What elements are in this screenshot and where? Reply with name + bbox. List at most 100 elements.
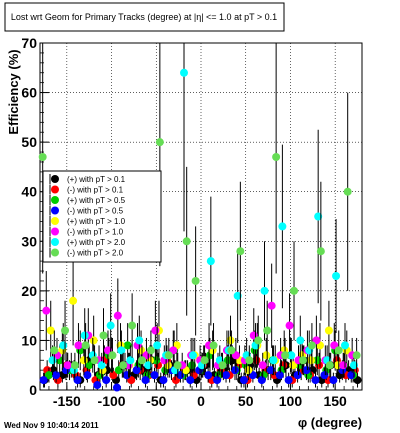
- data-point: [182, 237, 191, 246]
- data-point: [89, 336, 98, 345]
- legend-marker: [51, 227, 59, 236]
- y-tick-label: 10: [21, 332, 37, 348]
- x-tick-label: 100: [279, 393, 303, 409]
- legend-label: (+) with pT > 0.1: [67, 175, 126, 184]
- data-point: [69, 296, 78, 305]
- y-axis-ticks: 0 10 20 30 40 50 60 70: [21, 35, 49, 398]
- data-point: [117, 346, 126, 355]
- legend-label: (+) with pT > 2.0: [67, 238, 126, 247]
- data-point: [153, 341, 162, 350]
- legend-marker: [51, 217, 59, 225]
- x-tick-label: -150: [53, 393, 81, 409]
- data-point: [106, 321, 115, 330]
- data-point: [349, 361, 358, 370]
- data-point: [298, 356, 307, 365]
- data-point: [93, 381, 102, 390]
- data-point: [269, 356, 278, 365]
- data-point: [278, 222, 287, 231]
- legend-label: (-) with pT > 1.0: [67, 228, 124, 237]
- data-point: [126, 356, 135, 365]
- legend-box: [42, 170, 162, 263]
- data-point: [287, 351, 296, 360]
- data-point: [81, 341, 90, 350]
- data-point: [112, 383, 121, 392]
- y-tick-label: 20: [21, 283, 37, 299]
- data-point: [254, 336, 263, 345]
- y-tick-label: 70: [21, 35, 37, 51]
- data-point: [186, 376, 195, 385]
- data-point: [79, 356, 88, 365]
- data-point: [307, 341, 316, 350]
- data-point: [123, 341, 132, 350]
- data-point: [313, 356, 322, 365]
- data-point: [343, 187, 352, 196]
- title-box: Lost wrt Geom for Primary Tracks (degree…: [4, 2, 285, 32]
- legend-marker: [51, 238, 59, 246]
- data-point: [50, 346, 59, 355]
- data-point: [239, 376, 248, 385]
- data-point: [290, 286, 299, 295]
- data-point: [332, 271, 341, 280]
- legend-marker: [51, 175, 59, 183]
- legend: (+) with pT > 0.1(-) with pT > 0.1(+) wi…: [42, 170, 162, 263]
- data-point: [188, 351, 197, 360]
- data-point: [266, 366, 275, 375]
- data-point: [132, 366, 141, 375]
- data-point: [204, 371, 213, 380]
- legend-marker: [51, 248, 59, 257]
- data-point: [341, 341, 350, 350]
- data-point: [311, 376, 320, 385]
- data-point: [352, 351, 361, 360]
- data-point: [73, 376, 82, 385]
- data-point: [314, 212, 323, 221]
- legend-marker: [51, 185, 59, 194]
- data-point: [244, 366, 253, 375]
- data-point: [99, 331, 108, 340]
- data-point: [257, 376, 266, 385]
- y-tick-label: 40: [21, 184, 37, 200]
- data-point: [339, 361, 348, 370]
- data-point: [173, 361, 182, 370]
- data-point: [320, 371, 329, 380]
- data-point: [285, 321, 294, 330]
- data-point: [200, 356, 209, 365]
- data-point: [284, 376, 293, 385]
- data-point: [59, 341, 68, 350]
- data-point: [146, 346, 155, 355]
- data-point: [293, 371, 302, 380]
- data-point: [316, 247, 325, 256]
- x-axis-label: φ (degree): [298, 415, 362, 430]
- data-point: [275, 371, 284, 380]
- data-point: [108, 351, 117, 360]
- data-point: [213, 376, 222, 385]
- legend-label: (+) with pT > 0.5: [67, 196, 126, 205]
- data-point: [272, 153, 281, 162]
- series-3: [39, 360, 356, 392]
- data-point: [206, 257, 215, 266]
- grid: [40, 43, 362, 390]
- data-point: [150, 371, 159, 380]
- data-point: [44, 371, 53, 380]
- data-point: [128, 321, 137, 330]
- data-point: [236, 247, 245, 256]
- data-point: [42, 306, 51, 315]
- data-point: [137, 356, 146, 365]
- data-point: [227, 346, 236, 355]
- data-point: [102, 376, 111, 385]
- data-point: [325, 361, 334, 370]
- data-point: [223, 356, 232, 365]
- legend-label: (+) with pT > 1.0: [67, 217, 126, 226]
- data-marks: [38, 43, 362, 392]
- data-point: [83, 371, 92, 380]
- data-point: [48, 356, 57, 365]
- data-point: [61, 326, 70, 335]
- data-point: [263, 326, 272, 335]
- data-point: [302, 366, 311, 375]
- data-point: [135, 336, 144, 345]
- data-point: [52, 371, 61, 380]
- legend-marker: [51, 196, 59, 204]
- x-tick-label: 150: [323, 393, 347, 409]
- data-point: [180, 68, 189, 77]
- y-axis-label: Efficiency (%): [6, 49, 21, 134]
- data-point: [191, 276, 200, 285]
